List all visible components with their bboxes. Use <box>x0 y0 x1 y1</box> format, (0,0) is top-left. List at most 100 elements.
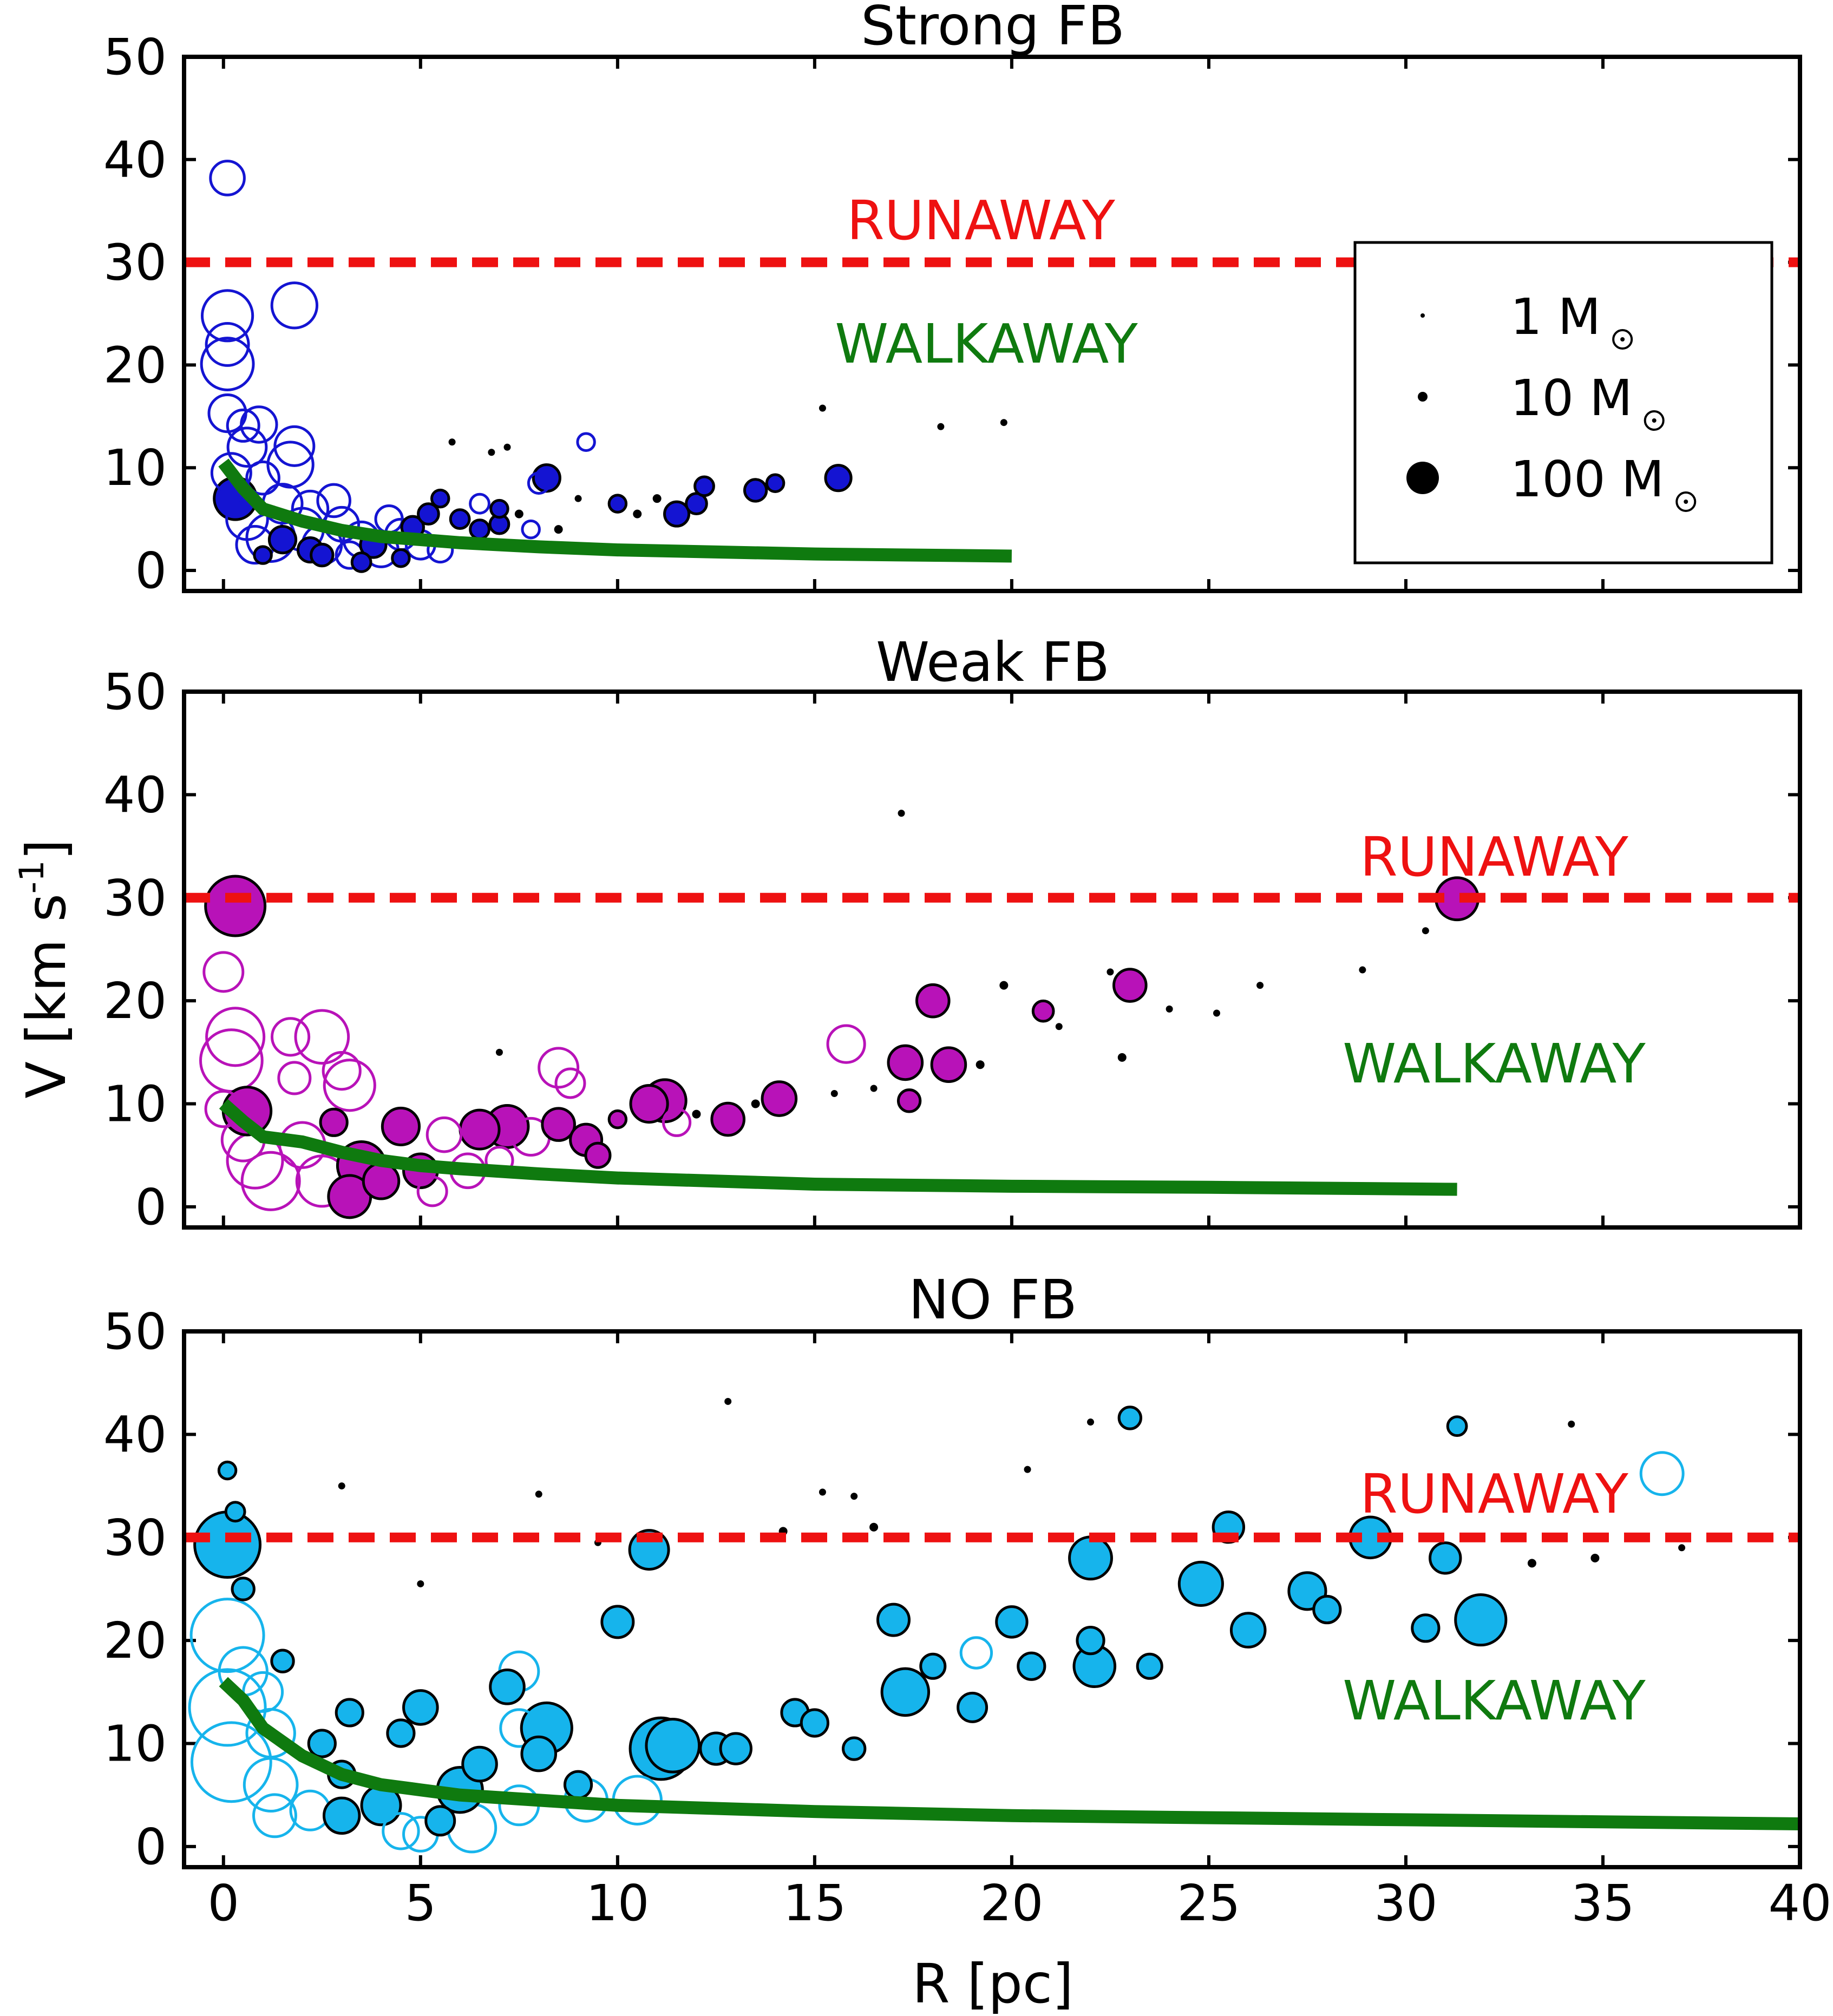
data-point <box>224 1501 246 1523</box>
data-point <box>710 1101 746 1137</box>
data-point <box>386 1718 416 1748</box>
data-point <box>205 1007 266 1067</box>
data-point <box>459 1108 501 1151</box>
sun-symbol-dot <box>1684 500 1688 504</box>
data-point <box>751 1099 760 1108</box>
data-point <box>1590 1553 1600 1562</box>
x-tick-label: 10 <box>586 1874 649 1932</box>
data-point <box>535 1490 542 1498</box>
data-point <box>217 1460 238 1481</box>
data-point <box>629 1083 669 1124</box>
data-point <box>190 1721 272 1803</box>
panel-title: Weak FB <box>876 631 1110 694</box>
x-tick-label: 0 <box>208 1874 240 1932</box>
y-tick-label: 10 <box>103 1075 167 1133</box>
x-tick-labels: 0 5 10 15 20 25 30 35 40 <box>208 1874 1832 1932</box>
data-point <box>489 498 509 519</box>
legend-label: 1 M <box>1510 288 1601 346</box>
x-tick-label: 20 <box>980 1874 1043 1932</box>
data-point <box>1359 966 1366 974</box>
y-tick-label: 20 <box>103 972 167 1030</box>
y-tick-label: 20 <box>103 336 167 394</box>
data-point <box>362 1162 401 1200</box>
data-point <box>514 509 523 518</box>
data-point <box>1031 999 1055 1023</box>
data-point <box>209 160 246 196</box>
data-point <box>663 500 691 528</box>
sun-symbol-icon <box>1612 329 1633 350</box>
data-point <box>1017 1651 1046 1681</box>
data-point <box>976 1060 985 1069</box>
data-point <box>226 426 268 468</box>
y-tick-label: 0 <box>135 1818 167 1876</box>
data-point <box>915 983 951 1019</box>
x-tick-label: 25 <box>1177 1874 1240 1932</box>
data-point <box>449 508 471 530</box>
legend-marker <box>1406 462 1439 494</box>
data-point <box>692 1109 701 1119</box>
data-point <box>499 1708 539 1748</box>
data-point <box>204 875 267 937</box>
data-point <box>270 281 319 330</box>
data-point <box>919 1652 947 1680</box>
y-tick-label: 40 <box>103 131 167 189</box>
y-tick-label: 0 <box>135 1178 167 1236</box>
runaway-label: RUNAWAY <box>1360 825 1628 889</box>
data-point <box>310 542 335 568</box>
data-point <box>322 1796 361 1835</box>
data-point <box>417 502 440 526</box>
data-point <box>381 1106 421 1147</box>
data-point <box>1087 1419 1095 1426</box>
data-point <box>252 1793 297 1838</box>
data-point <box>1117 1406 1143 1430</box>
data-point <box>830 1090 838 1097</box>
data-point <box>307 1729 337 1758</box>
data-point <box>1068 1535 1113 1581</box>
plot-frame <box>182 689 1802 1230</box>
data-point <box>338 1482 345 1490</box>
y-tick-label: 50 <box>103 663 167 721</box>
data-point <box>1107 968 1114 976</box>
data-point <box>495 1048 503 1056</box>
y-tick-label: 30 <box>103 1509 167 1567</box>
data-point <box>1213 1009 1220 1017</box>
data-point <box>876 1603 911 1637</box>
panel-weak-fb: Weak FB 0 10 20 30 40 50 RUNAWAY WALKAWAY <box>103 631 1802 1236</box>
data-point <box>633 509 642 518</box>
data-point <box>1112 968 1148 1003</box>
data-point <box>488 449 495 456</box>
data-point <box>930 1046 967 1083</box>
data-point <box>322 1051 362 1091</box>
legend: 1 M 10 M 100 M <box>1353 241 1773 564</box>
data-point <box>391 548 411 568</box>
data-point <box>253 545 273 565</box>
data-point <box>887 1044 924 1081</box>
data-point <box>819 1488 826 1496</box>
data-point <box>469 518 490 541</box>
data-point <box>205 322 250 367</box>
data-point <box>1422 927 1429 935</box>
data-point <box>541 1107 576 1142</box>
x-tick-label: 40 <box>1768 1874 1831 1932</box>
panel-no-fb: NO FB 0 10 20 30 40 50 RUNAWAY WALKAWAY 0 5 10 1… <box>103 1268 1832 1932</box>
panel-strong-fb: Strong FB 0 10 20 30 40 50 RUNAWAY WALKAWAY 1… <box>103 0 1802 600</box>
y-tick-label: 40 <box>103 766 167 824</box>
data-point <box>870 1085 878 1092</box>
data-point <box>240 1151 301 1211</box>
data-point <box>999 981 1009 990</box>
data-point <box>273 425 316 467</box>
data-point <box>584 1141 612 1169</box>
data-point <box>719 1732 752 1765</box>
legend-marker <box>1420 313 1425 318</box>
legend-box <box>1353 241 1773 564</box>
data-point <box>761 1080 798 1117</box>
data-point <box>563 1770 593 1800</box>
panel-title: NO FB <box>908 1268 1077 1331</box>
data-point <box>645 1718 701 1774</box>
data-point <box>995 1605 1029 1639</box>
data-point <box>448 438 456 446</box>
data-point <box>382 1812 420 1850</box>
data-point <box>1446 1415 1468 1437</box>
y-tick-label: 10 <box>103 439 167 497</box>
x-tick-label: 35 <box>1571 1874 1634 1932</box>
